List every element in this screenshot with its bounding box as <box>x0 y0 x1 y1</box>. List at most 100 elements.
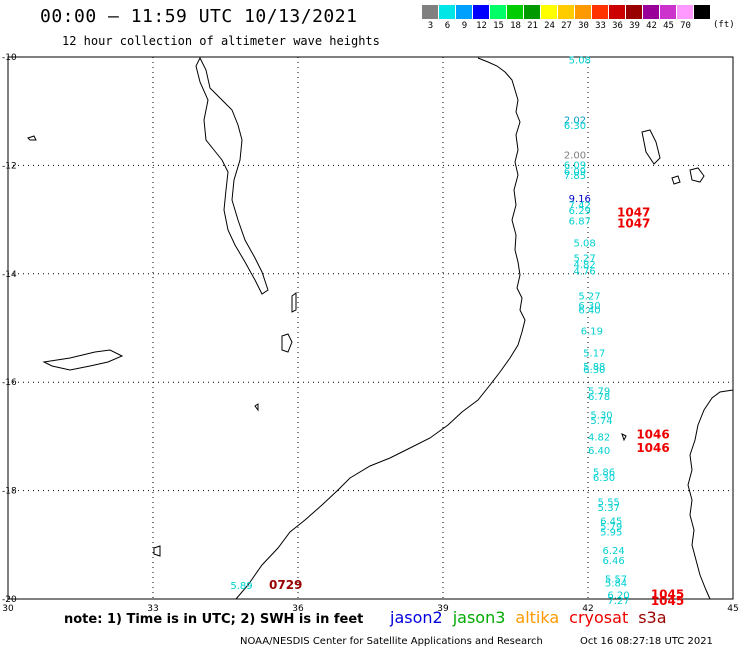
legend-swatch <box>422 5 439 19</box>
wave-height-label: 5.08 <box>569 56 591 67</box>
legend-swatch <box>507 5 524 19</box>
wave-height-label: 6.30 <box>564 121 586 132</box>
legend-swatch <box>541 5 558 19</box>
wave-height-label: 7.42 <box>569 200 591 211</box>
madagascar-coastline <box>687 389 734 600</box>
wave-height-label: 2.00 <box>564 151 586 162</box>
legend-swatch <box>456 5 473 19</box>
legend-swatch <box>626 5 643 19</box>
legend-swatch <box>490 5 507 19</box>
legend-unit: (ft) <box>713 20 735 30</box>
pass-time-label: 1045 <box>651 594 684 608</box>
lat-tick-label: -14 <box>2 270 17 280</box>
legend-label: 42 <box>646 21 657 31</box>
wave-height-label: 6.19 <box>581 327 603 338</box>
lon-tick-label: 36 <box>292 604 304 614</box>
wave-height-label: 7.27 <box>607 596 629 607</box>
wave-height-label: 7.85 <box>564 171 586 182</box>
wave-height-label: 5.84 <box>605 579 627 590</box>
pass-time-label: 0729 <box>269 578 302 592</box>
lon-tick-label: 30 <box>2 604 14 614</box>
wave-height-label: 6.30 <box>583 365 605 376</box>
legend-swatch <box>694 5 711 19</box>
comoros-island-3 <box>671 175 681 185</box>
agency-credit: NOAA/NESDIS Center for Satellite Applica… <box>240 636 543 647</box>
lon-tick-label: 33 <box>147 604 158 614</box>
small-island <box>27 135 37 141</box>
small-islet <box>254 403 259 412</box>
wave-height-label: 5.86 <box>593 468 615 479</box>
wave-height-label: 5.74 <box>590 416 612 427</box>
small-lake-2 <box>291 292 297 313</box>
satellite-legend: jason2 jason3 altika cryosat s3a <box>390 608 677 627</box>
wave-height-label: 5.37 <box>598 503 620 514</box>
wave-height-label: 6.46 <box>603 556 625 567</box>
lat-tick-label: -12 <box>2 161 17 171</box>
satellite-name: altika <box>515 608 560 627</box>
wave-height-labels: 5.082.026.302.006.096.097.859.167.426.29… <box>230 56 629 607</box>
wave-height-label: 5.57 <box>605 574 627 585</box>
wave-height-label: 5.27 <box>578 291 600 302</box>
legend-swatch <box>558 5 575 19</box>
legend-label: 30 <box>578 21 589 31</box>
legend-swatch <box>439 5 456 19</box>
wave-height-label: 5.79 <box>588 386 610 397</box>
small-lake <box>281 333 293 353</box>
legend-swatch <box>524 5 541 19</box>
comoros-island-1 <box>641 129 661 165</box>
legend-swatch <box>609 5 626 19</box>
wave-height-label: 6.09 <box>564 167 586 178</box>
color-legend <box>422 5 711 19</box>
wave-height-label: 4.82 <box>574 260 596 271</box>
lat-tick-label: -16 <box>2 378 17 388</box>
legend-label: 15 <box>493 21 504 31</box>
wave-height-label: 5.08 <box>574 238 596 249</box>
legend-swatch <box>575 5 592 19</box>
wave-height-label: 6.20 <box>607 591 629 602</box>
legend-label: 39 <box>629 21 640 31</box>
legend-label: 18 <box>510 21 521 31</box>
lon-tick-label: 42 <box>582 604 593 614</box>
wave-height-label: 6.29 <box>569 206 591 217</box>
legend-label: 27 <box>561 21 572 31</box>
wave-height-label: 6.30 <box>578 301 600 312</box>
satellite-name: jason2 <box>390 608 443 627</box>
comoros-island-2 <box>689 167 705 183</box>
wave-height-label: 6.30 <box>593 473 615 484</box>
map-frame <box>7 56 734 600</box>
map-grid <box>8 57 733 599</box>
lon-tick-label: 45 <box>727 604 738 614</box>
wave-height-label: 5.79 <box>600 522 622 533</box>
lon-tick-label: 39 <box>437 604 449 614</box>
legend-label: 45 <box>663 21 674 31</box>
legend-label: 33 <box>595 21 606 31</box>
legend-swatch <box>660 5 677 19</box>
africa-coastline <box>235 57 526 600</box>
lat-tick-label: -20 <box>2 595 17 605</box>
pass-time-label: 1047 <box>617 216 650 230</box>
generation-timestamp: Oct 16 08:27:18 UTC 2021 <box>580 636 713 647</box>
wave-height-label: 6.40 <box>588 446 610 457</box>
bazaruto-islet <box>153 545 161 557</box>
legend-swatch <box>473 5 490 19</box>
wave-height-label: 6.09 <box>564 160 586 171</box>
wave-height-label: 6.40 <box>578 306 600 317</box>
footnote: note: 1) Time is in UTC; 2) SWH is in fe… <box>64 612 364 627</box>
lat-tick-label: -10 <box>2 53 17 63</box>
legend-label: 70 <box>680 21 691 31</box>
pass-time-label: 1046 <box>636 441 669 455</box>
legend-swatch <box>677 5 694 19</box>
wave-height-label: 5.89 <box>230 581 252 592</box>
pass-time-label: 1046 <box>636 428 669 442</box>
lake-malawi-outline <box>195 56 269 295</box>
map-title: 00:00 – 11:59 UTC 10/13/2021 <box>40 6 358 27</box>
coastline <box>27 56 734 600</box>
wave-height-label: 4.82 <box>588 432 610 443</box>
inhaca-islet <box>621 433 627 442</box>
legend-label: 9 <box>461 21 468 31</box>
satellite-name: cryosat <box>569 608 629 627</box>
legend-label: 36 <box>612 21 623 31</box>
